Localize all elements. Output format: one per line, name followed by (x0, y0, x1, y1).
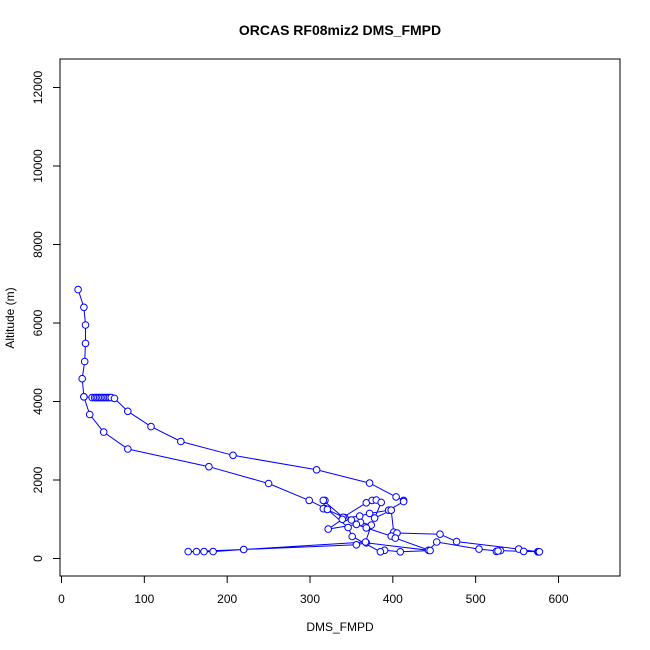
data-point (348, 532, 357, 541)
data-point (475, 545, 483, 553)
data-point (323, 505, 332, 514)
y-axis: 0 2000 4000 6000 8000 10000 12000 (31, 70, 61, 562)
data-point (147, 422, 155, 431)
series-points (74, 285, 544, 556)
y-tick-label: 4000 (31, 388, 45, 415)
y-tick-label: 2000 (31, 466, 45, 493)
x-tick-label: 600 (548, 592, 568, 606)
y-tick-label: 10000 (31, 149, 45, 183)
data-point (177, 437, 185, 446)
y-axis-label: Altitude (m) (3, 287, 17, 348)
data-point (344, 523, 352, 532)
data-point (392, 493, 400, 501)
data-point (535, 548, 544, 556)
x-tick-label: 0 (58, 592, 65, 606)
data-point (324, 525, 333, 533)
data-point (432, 538, 441, 546)
data-point (387, 506, 396, 515)
chart-title: ORCAS RF08miz2 DMS_FMPD (239, 22, 441, 38)
data-point (352, 541, 361, 549)
x-tick-label: 400 (383, 592, 403, 606)
data-point (519, 547, 528, 556)
data-point (80, 303, 88, 312)
data-point (494, 547, 502, 555)
data-point (319, 496, 328, 505)
x-tick-label: 100 (134, 592, 154, 606)
data-point (452, 537, 461, 546)
y-tick-label: 8000 (31, 231, 45, 258)
y-tick-label: 6000 (31, 309, 45, 336)
data-point (80, 357, 89, 366)
data-point (365, 479, 374, 487)
series-line (77, 289, 540, 553)
x-tick-label: 300 (300, 592, 320, 606)
y-tick-label: 12000 (31, 70, 45, 104)
data-point (110, 394, 119, 403)
x-tick-label: 500 (466, 592, 486, 606)
data-point (184, 547, 192, 556)
data-point (362, 524, 371, 532)
data-point (124, 407, 132, 416)
data-point (396, 548, 405, 556)
data-point (74, 285, 82, 294)
data-point (81, 339, 90, 348)
data-point (192, 547, 201, 556)
data-point (85, 410, 94, 419)
data-point (355, 512, 364, 520)
data-point (347, 516, 356, 524)
data-point (205, 462, 213, 471)
data-point (81, 321, 90, 329)
x-axis: 0 100 200 300 400 500 600 (58, 575, 569, 606)
data-point (426, 546, 434, 555)
data-point (352, 520, 361, 529)
data-point (391, 534, 400, 542)
data-point (305, 496, 314, 505)
data-point (80, 393, 88, 401)
data-point (99, 428, 108, 436)
x-axis-label: DMS_FMPD (306, 620, 374, 634)
y-tick-label: 0 (31, 555, 45, 562)
data-point (399, 497, 408, 506)
data-point (312, 466, 321, 474)
data-point (365, 509, 374, 518)
data-point (200, 547, 208, 556)
data-point (78, 374, 86, 383)
data-point (361, 538, 370, 546)
data-point (436, 530, 444, 539)
data-point (229, 451, 237, 460)
data-point (209, 547, 217, 556)
x-tick-label: 200 (217, 592, 237, 606)
data-point (264, 479, 273, 488)
plot-frame (59, 58, 621, 577)
data-point (124, 445, 132, 453)
data-point (377, 498, 386, 507)
data-point (376, 548, 385, 556)
data-point (370, 514, 379, 522)
data-point (338, 515, 347, 524)
data-point (239, 545, 248, 554)
